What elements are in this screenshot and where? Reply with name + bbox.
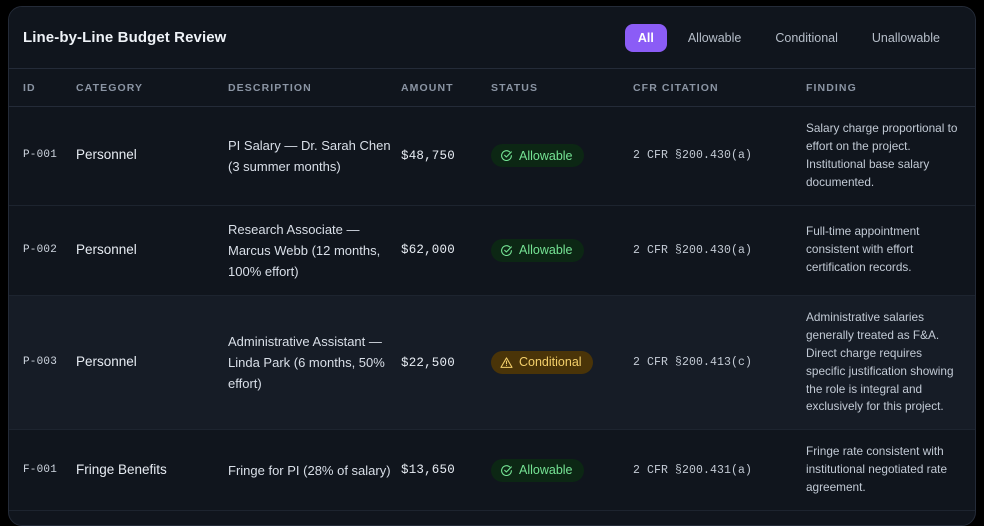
cell-line-id: P-001	[9, 106, 76, 206]
cell-line-id: P-003	[9, 295, 76, 431]
cell-cfr-citation: 2 CFR §200.430(a)	[633, 106, 806, 206]
cell-cfr-citation: 2 CFR §200.413(c)	[633, 295, 806, 431]
cell-category: Personnel	[76, 295, 228, 431]
status-badge: Allowable	[491, 458, 584, 482]
cell-category: Personnel	[76, 205, 228, 296]
cell-category: Personnel	[76, 106, 228, 206]
status-badge-label: Allowable	[519, 243, 573, 257]
status-badge: Allowable	[491, 144, 584, 168]
cell-finding: Salary charge proportional to effort on …	[806, 106, 975, 206]
cell-status: Allowable	[491, 106, 633, 206]
column-header-amount[interactable]: AMOUNT	[401, 69, 491, 107]
status-filter-group: All Allowable Conditional Unallowable	[624, 23, 953, 52]
filter-chip-allowable[interactable]: Allowable	[675, 24, 755, 52]
status-badge-label: Allowable	[519, 462, 573, 477]
status-badge-label: Allowable	[519, 148, 573, 163]
cell-finding: Administrative salaries generally treate…	[806, 295, 975, 431]
column-header-status[interactable]: STATUS	[491, 69, 633, 107]
cell-description: Administrative Assistant — Linda Park (6…	[228, 295, 401, 431]
cell-amount: $62,000	[401, 205, 491, 296]
column-header-finding[interactable]: FINDING	[806, 69, 975, 107]
budget-line-items-table: ID CATEGORY DESCRIPTION AMOUNT STATUS CF…	[9, 69, 975, 512]
table-row[interactable]: P-003 Personnel Administrative Assistant —…	[9, 295, 975, 431]
budget-review-card: Line-by-Line Budget Review All Allowable C…	[8, 6, 976, 526]
cell-status: Allowable	[491, 429, 633, 512]
cell-finding: Full-time appointment consistent with ef…	[806, 205, 975, 296]
status-badge: Allowable	[491, 238, 584, 262]
warning-triangle-icon	[500, 356, 513, 369]
cell-category: Fringe Benefits	[76, 429, 228, 512]
check-circle-icon	[500, 149, 513, 162]
cell-description: PI Salary — Dr. Sarah Chen (3 summer mon…	[228, 106, 401, 206]
card-header: Line-by-Line Budget Review All Allowable C…	[9, 7, 975, 69]
column-header-cfr-citation[interactable]: CFR CITATION	[633, 69, 806, 107]
table-body: P-001 Personnel PI Salary — Dr. Sarah Chen…	[9, 106, 975, 512]
cell-amount: $22,500	[401, 295, 491, 431]
table-row[interactable]: P-002 Personnel Research Associate — Marcu…	[9, 205, 975, 296]
column-header-description[interactable]: DESCRIPTION	[228, 69, 401, 107]
table-row[interactable]: P-001 Personnel PI Salary — Dr. Sarah Chen…	[9, 106, 975, 206]
check-circle-icon	[500, 244, 513, 257]
cell-description: Research Associate — Marcus Webb (12 mon…	[228, 205, 401, 296]
check-circle-icon	[500, 464, 513, 477]
cell-finding: Fringe rate consistent with institutiona…	[806, 429, 975, 512]
cell-status: Conditional	[491, 295, 633, 431]
cell-status: Allowable	[491, 205, 633, 296]
status-badge-label: Conditional	[519, 355, 582, 370]
table-header-row: ID CATEGORY DESCRIPTION AMOUNT STATUS CF…	[9, 69, 975, 107]
table-row[interactable]: F-001 Fringe Benefits Fringe for PI (28% o…	[9, 429, 975, 512]
column-header-category[interactable]: CATEGORY	[76, 69, 228, 107]
filter-chip-conditional[interactable]: Conditional	[762, 24, 851, 52]
cell-cfr-citation: 2 CFR §200.431(a)	[633, 429, 806, 512]
cell-amount: $13,650	[401, 429, 491, 512]
column-header-id[interactable]: ID	[9, 69, 76, 107]
cell-amount: $48,750	[401, 106, 491, 206]
status-badge: Conditional	[491, 351, 593, 375]
filter-chip-all[interactable]: All	[624, 23, 667, 52]
cell-line-id: P-002	[9, 205, 76, 296]
page-title: Line-by-Line Budget Review	[23, 29, 227, 46]
cell-line-id: F-001	[9, 429, 76, 512]
cell-cfr-citation: 2 CFR §200.430(a)	[633, 205, 806, 296]
cell-description: Fringe for PI (28% of salary)	[228, 429, 401, 512]
filter-chip-unallowable[interactable]: Unallowable	[859, 24, 953, 52]
